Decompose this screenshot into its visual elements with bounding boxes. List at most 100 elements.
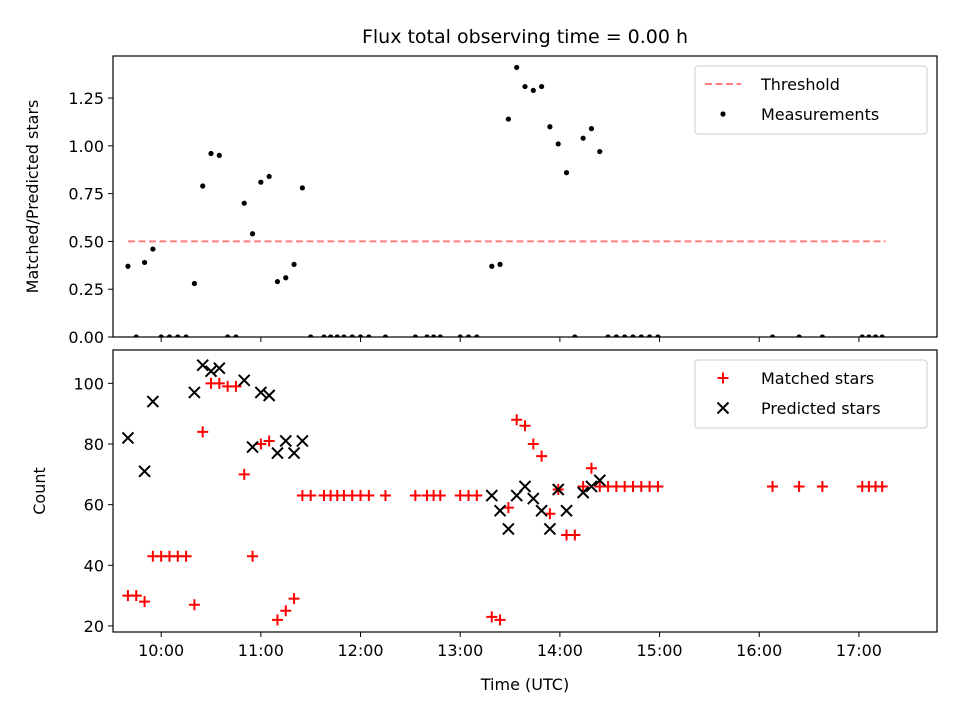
measurement-point bbox=[613, 334, 619, 337]
predicted-star-point bbox=[518, 480, 532, 493]
predicted-star-point bbox=[576, 486, 590, 499]
plot-area bbox=[121, 358, 888, 626]
plot-frame bbox=[112, 55, 938, 338]
matched-star-point bbox=[305, 490, 317, 502]
measurement-point bbox=[547, 124, 553, 130]
measurement-point bbox=[866, 334, 872, 337]
predicted-star-point bbox=[121, 431, 135, 445]
x-tick-label: 15:00 bbox=[637, 641, 683, 660]
matched-star-point bbox=[363, 490, 375, 502]
legend-label: Measurements bbox=[761, 105, 879, 124]
matched-star-point bbox=[247, 550, 259, 562]
y-tick-label: 80 bbox=[84, 435, 104, 454]
measurement-point bbox=[796, 334, 802, 337]
predicted-star-point bbox=[527, 492, 540, 505]
legend: Threshold Measurements bbox=[694, 65, 928, 135]
y-tick-label: 20 bbox=[84, 617, 104, 636]
measurement-point bbox=[572, 334, 578, 337]
measurement-point bbox=[150, 246, 156, 252]
measurement-point bbox=[539, 83, 545, 90]
matched-star-point bbox=[767, 480, 779, 492]
measurement-point bbox=[328, 334, 334, 337]
predicted-star-point bbox=[138, 465, 151, 478]
predicted-star-point bbox=[204, 365, 218, 378]
measurement-point bbox=[321, 334, 327, 337]
measurement-point bbox=[175, 334, 181, 337]
measurement-point bbox=[334, 334, 340, 337]
measurement-point bbox=[299, 185, 305, 191]
legend: Matched stars Predicted stars bbox=[694, 359, 928, 429]
matched-star-point bbox=[180, 550, 192, 562]
predicted-star-point bbox=[585, 480, 598, 493]
measurement-point bbox=[630, 334, 636, 337]
measurement-point bbox=[530, 87, 536, 94]
matched-star-point bbox=[379, 490, 391, 502]
predicted-star-point bbox=[146, 395, 160, 408]
matched-star-point bbox=[585, 462, 597, 474]
measurement-point bbox=[465, 334, 472, 337]
predicted-star-point bbox=[271, 446, 284, 460]
measurement-point bbox=[474, 334, 480, 337]
matched-star-point bbox=[816, 480, 828, 492]
measurement-point bbox=[341, 334, 347, 337]
matched-star-point bbox=[876, 480, 888, 492]
x-tick-label: 16:00 bbox=[736, 641, 782, 660]
predicted-star-point bbox=[246, 440, 259, 454]
matched-star-point bbox=[139, 596, 151, 608]
x-axis-label: Time (UTC) bbox=[480, 675, 569, 694]
measurement-point bbox=[216, 152, 222, 159]
matched-star-point bbox=[213, 377, 225, 389]
measurement-point bbox=[497, 261, 503, 267]
measurement-point bbox=[646, 334, 653, 337]
measurement-point bbox=[580, 135, 586, 141]
legend-swatch bbox=[717, 372, 729, 384]
y-tick-label: 1.00 bbox=[68, 137, 104, 156]
predicted-star-point bbox=[485, 489, 498, 502]
matched-star-point bbox=[519, 420, 531, 432]
measurement-point bbox=[308, 334, 314, 337]
matched-star-point bbox=[130, 590, 142, 602]
matched-star-point bbox=[536, 450, 548, 462]
predicted-star-point bbox=[287, 446, 301, 460]
y-tick-label: 40 bbox=[84, 556, 104, 575]
chart-title: Flux total observing time = 0.00 h bbox=[362, 26, 688, 48]
matched-star-point bbox=[544, 508, 556, 520]
matched-star-point bbox=[230, 380, 242, 392]
measurement-point bbox=[241, 200, 247, 206]
measurement-point bbox=[133, 334, 139, 337]
legend-label: Threshold bbox=[760, 75, 840, 94]
x-tick-label: 14:00 bbox=[537, 641, 583, 660]
plot-frame bbox=[112, 349, 938, 633]
matched-star-point bbox=[271, 614, 283, 626]
matched-star-point bbox=[793, 480, 805, 492]
measurement-point bbox=[258, 179, 264, 185]
matched-star-point bbox=[409, 490, 421, 502]
predicted-star-point bbox=[238, 374, 251, 387]
matched-star-point bbox=[511, 414, 523, 426]
matched-star-point bbox=[288, 593, 300, 605]
measurement-point bbox=[166, 334, 173, 337]
measurement-point bbox=[597, 148, 603, 155]
measurement-point bbox=[622, 334, 628, 337]
measurement-point bbox=[233, 334, 239, 337]
y-axis-label: Matched/Predicted stars bbox=[23, 100, 42, 294]
matched-star-point bbox=[197, 426, 209, 438]
predicted-star-point bbox=[196, 358, 209, 372]
matched-star-point bbox=[494, 614, 506, 626]
measurement-point bbox=[183, 334, 189, 337]
matched-star-point bbox=[527, 438, 539, 450]
legend-swatch bbox=[720, 111, 726, 117]
measurement-point bbox=[349, 334, 355, 337]
measurement-point bbox=[225, 334, 231, 337]
measurement-point bbox=[208, 150, 214, 157]
measurement-point bbox=[200, 183, 206, 189]
y-tick-label: 1.25 bbox=[68, 89, 104, 108]
measurement-point bbox=[655, 334, 661, 337]
matched-star-point bbox=[486, 611, 498, 623]
predicted-star-point bbox=[493, 504, 507, 517]
matched-star-point bbox=[652, 480, 664, 492]
legend-box bbox=[694, 65, 928, 135]
x-tick-label: 17:00 bbox=[836, 641, 882, 660]
y-tick-label: 100 bbox=[73, 374, 104, 393]
